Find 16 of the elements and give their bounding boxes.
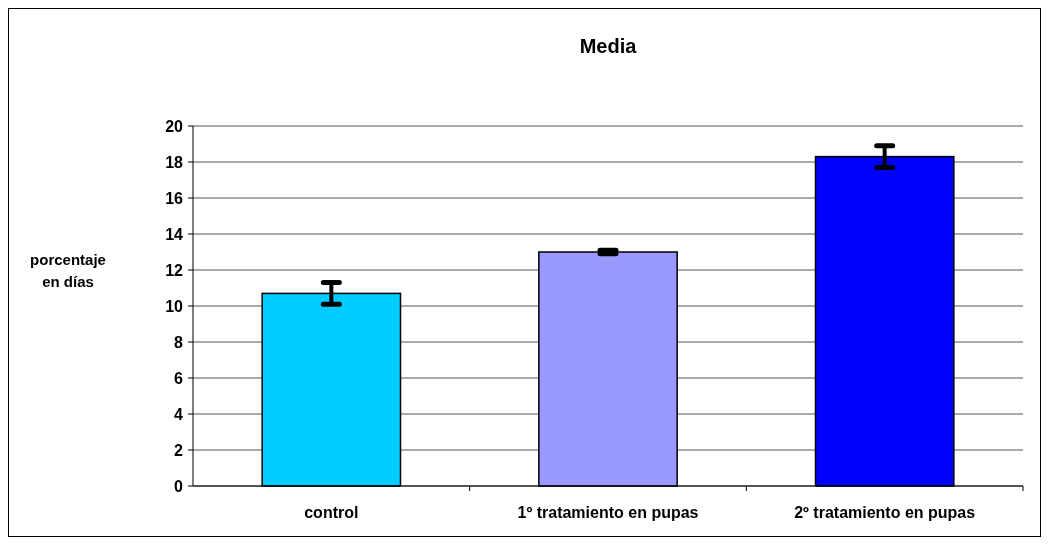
- y-tick-label: 10: [165, 297, 184, 315]
- x-tick-label: control: [304, 504, 359, 521]
- y-tick-label: 12: [165, 261, 184, 279]
- y-tick-label: 14: [165, 225, 184, 243]
- y-tick-label: 16: [165, 189, 184, 207]
- y-tick-label: 0: [174, 477, 184, 495]
- y-tick-label: 8: [174, 333, 184, 351]
- chart-title: Media: [579, 35, 638, 57]
- y-axis-title: porcentaje en días: [30, 251, 106, 290]
- y-tick-label: 6: [174, 369, 184, 387]
- y-tick-label: 20: [165, 117, 184, 135]
- x-tick-label: 2º tratamiento en pupas: [794, 504, 976, 521]
- y-tick-label: 4: [174, 405, 184, 423]
- x-tick-label: 1º tratamiento en pupas: [517, 504, 699, 521]
- y-tick-label: 18: [165, 153, 184, 171]
- y-tick-label: 2: [174, 441, 184, 459]
